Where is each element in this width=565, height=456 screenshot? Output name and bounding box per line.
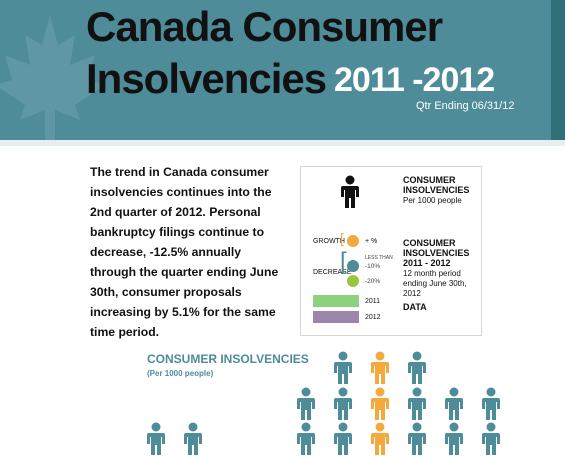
page-subtitle: Qtr Ending 06/31/12 (416, 100, 515, 112)
person-icon (332, 422, 354, 456)
legend-item2-sub-l2: ending June 30th, 2012 (403, 279, 467, 298)
legend-item2-title-l2: INSOLVENCIES (403, 248, 470, 258)
decrease-10-dot-icon (347, 260, 359, 272)
person-icon (406, 387, 428, 421)
person-icon (443, 387, 465, 421)
maple-leaf-icon (0, 15, 105, 140)
legend-item1-title-l1: CONSUMER (403, 175, 456, 185)
person-icon (443, 422, 465, 456)
legend-less-than: LESS THAN (365, 255, 393, 261)
legend-item2-title-l1: CONSUMER (403, 238, 456, 248)
legend-decrease-label: DECREASE (313, 269, 352, 276)
person-icon (145, 422, 167, 456)
intro-paragraph: The trend in Canada consumer insolvencie… (90, 165, 279, 339)
legend-bar2-label: 2012 (365, 314, 381, 321)
legend-bar1-label: 2011 (365, 298, 381, 305)
page-title-line2: Insolvencies (86, 55, 327, 102)
decrease-20-dot-icon (347, 275, 359, 287)
legend-data-label: DATA (403, 302, 427, 312)
legend-dec-20: -20% (365, 278, 381, 285)
person-icon (295, 422, 317, 456)
legend-box: CONSUMER INSOLVENCIES Per 1000 people GR… (300, 166, 482, 336)
person-icon (332, 387, 354, 421)
bar-2011-swatch (313, 295, 359, 307)
header-banner: Canada Consumer Insolvencies 2011 -2012 … (0, 0, 565, 140)
person-icon (369, 422, 391, 456)
header-stripe (551, 0, 565, 140)
person-icon (406, 422, 428, 456)
legend-item1-sub: Per 1000 people (403, 196, 462, 205)
growth-dot-icon (347, 235, 359, 247)
legend-item1-title-l2: INSOLVENCIES (403, 185, 470, 195)
person-icon (480, 422, 502, 456)
section-title: CONSUMER INSOLVENCIES (147, 352, 309, 366)
bar-2012-swatch (313, 311, 359, 323)
page-title-line1: Canada Consumer (86, 3, 443, 50)
person-icon (369, 351, 391, 385)
header-divider (0, 140, 565, 146)
legend-growth-label: GROWTH (313, 238, 345, 245)
person-icon (369, 387, 391, 421)
legend-item2-sub-l1: 12 month period (403, 269, 461, 278)
section-subtitle: (Per 1000 people) (147, 369, 214, 378)
legend-growth-value: + % (365, 238, 378, 245)
person-icon (341, 175, 359, 208)
legend-dec-10: -10% (365, 263, 381, 270)
person-icon (295, 387, 317, 421)
legend-bracket-growth: [ (340, 230, 344, 246)
person-icon (480, 387, 502, 421)
person-icon (406, 351, 428, 385)
person-icon (182, 422, 204, 456)
person-icon (332, 351, 354, 385)
legend-item2-title-l3: 2011 - 2012 (403, 258, 451, 268)
legend-bracket-decrease: [ (340, 248, 347, 275)
page-title-years: 2011 -2012 (334, 61, 495, 99)
